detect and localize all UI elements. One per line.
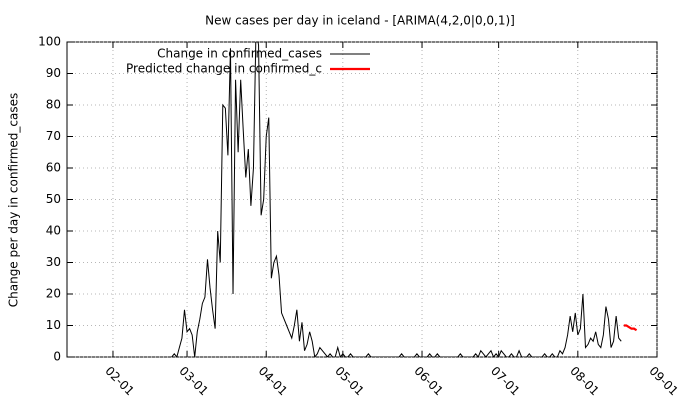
- y-tick-label: 100: [38, 35, 61, 49]
- y-tick-label: 30: [46, 255, 61, 269]
- legend-label: Change in confirmed_cases: [157, 47, 322, 61]
- legend-label: Predicted change in confirmed_c: [126, 62, 322, 76]
- chart-title: New cases per day in iceland - [ARIMA(4,…: [205, 14, 515, 28]
- y-tick-label: 50: [46, 192, 61, 206]
- plot-area: [171, 42, 638, 357]
- y-tick-label: 60: [46, 161, 61, 175]
- series-line: [623, 324, 638, 332]
- y-tick-label: 70: [46, 129, 61, 143]
- y-tick-label: 20: [46, 287, 61, 301]
- series-line: [171, 42, 622, 357]
- y-axis-label: Change per day in confirmed_cases: [7, 93, 21, 308]
- y-tick-label: 0: [53, 350, 61, 364]
- y-tick-label: 80: [46, 98, 61, 112]
- y-tick-label: 40: [46, 224, 61, 238]
- y-tick-label: 90: [46, 66, 61, 80]
- y-tick-label: 10: [46, 318, 61, 332]
